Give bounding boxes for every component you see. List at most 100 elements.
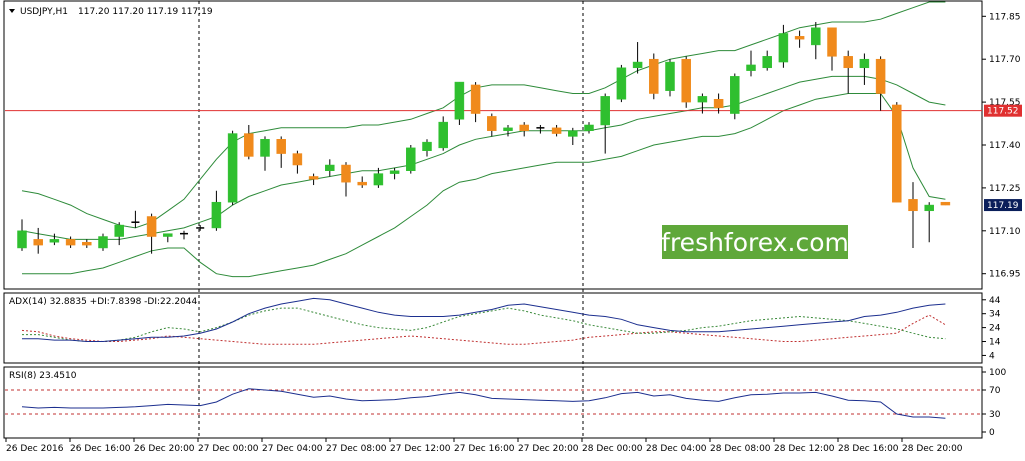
time-tick-label: 28 Dec 16:00 xyxy=(838,444,899,454)
candle-body xyxy=(697,96,708,103)
candle-body xyxy=(568,130,578,137)
adx-line xyxy=(22,297,946,342)
candle-body xyxy=(308,176,319,180)
candle-body xyxy=(325,164,335,171)
price-tick-label: 117.25 xyxy=(989,184,1021,194)
last-price-box xyxy=(984,199,1022,212)
time-tick-label: 27 Dec 12:00 xyxy=(390,444,451,454)
time-tick-label: 27 Dec 04:00 xyxy=(262,444,323,454)
price-tick-label: 117.70 xyxy=(989,55,1021,65)
level-price-label: 117.52 xyxy=(987,107,1019,117)
time-tick-label: 26 Dec 20:00 xyxy=(134,444,195,454)
candle-body xyxy=(794,36,805,40)
adx-tick-label: 34 xyxy=(989,310,1001,320)
time-tick-label: 27 Dec 00:00 xyxy=(198,444,259,454)
candle-body xyxy=(940,201,951,206)
time-tick-label: 28 Dec 12:00 xyxy=(774,444,835,454)
price-tick-label: 117.85 xyxy=(989,12,1021,22)
candle-body xyxy=(244,133,254,157)
last-price-label: 117.19 xyxy=(987,201,1019,211)
adx-tick-label: 24 xyxy=(989,324,1001,334)
symbol-label: USDJPY,H1 xyxy=(20,7,68,17)
rsi-indicator xyxy=(5,388,982,419)
candle-body xyxy=(908,199,918,212)
candle-body xyxy=(892,104,902,203)
rsi-tick-label: 70 xyxy=(989,386,1001,396)
adx-tick-label: 4 xyxy=(989,351,995,361)
rsi-tick-label: 30 xyxy=(989,410,1001,420)
candle-body xyxy=(924,204,934,212)
watermark-text: freshforex.com xyxy=(661,228,849,257)
candle-body xyxy=(406,147,416,171)
adx-indicator xyxy=(21,297,946,345)
candle-body xyxy=(713,98,724,109)
adx-label: ADX(14) 32.8835 +DI:7.8398 -DI:22.2044 xyxy=(9,297,198,307)
candle-body xyxy=(17,230,27,249)
time-tick-label: 28 Dec 20:00 xyxy=(902,444,963,454)
candle-body xyxy=(49,239,60,243)
time-tick-label: 26 Dec 2016 xyxy=(6,444,64,454)
rsi-panel[interactable] xyxy=(3,366,983,439)
candle-body xyxy=(98,236,108,249)
candle-body xyxy=(487,116,497,131)
level-price-box xyxy=(984,104,1022,117)
price-axis: 117.85 117.70 117.55 117.40 117.25 117.10 116.… xyxy=(982,12,1022,280)
dropdown-triangle-icon[interactable] xyxy=(9,9,15,13)
candle-body xyxy=(276,139,286,154)
rsi-line xyxy=(21,388,946,419)
candle-body xyxy=(600,96,610,126)
candle-body xyxy=(114,224,124,237)
band-lower xyxy=(22,93,946,278)
candle-body xyxy=(389,170,400,174)
rsi-tick-label: 100 xyxy=(989,368,1006,378)
adx-axis: 44 34 24 14 4 xyxy=(982,296,1001,361)
time-tick-label: 27 Dec 16:00 xyxy=(454,444,515,454)
adx-tick-label: 14 xyxy=(989,338,1001,348)
candle-body xyxy=(373,173,384,186)
time-tick-label: 27 Dec 20:00 xyxy=(518,444,579,454)
time-tick-label: 28 Dec 00:00 xyxy=(582,444,643,454)
candle-body xyxy=(746,64,756,71)
candle-body xyxy=(211,201,222,229)
candle-body xyxy=(422,141,432,151)
band-middle xyxy=(21,75,946,240)
band-upper xyxy=(21,1,946,229)
candle-body xyxy=(778,33,789,63)
price-tick-label: 117.10 xyxy=(989,227,1021,237)
adx-panel[interactable] xyxy=(3,292,983,364)
candle-body xyxy=(859,58,870,69)
time-axis: 26 Dec 2016 26 Dec 16:00 26 Dec 20:00 27 De… xyxy=(5,438,963,454)
candle-body xyxy=(292,153,303,166)
candle-body xyxy=(33,239,43,246)
rsi-label: RSI(8) 23.4510 xyxy=(9,371,77,381)
candle-body xyxy=(146,216,157,237)
candle-body xyxy=(843,56,853,69)
rsi-axis: 100 70 30 0 xyxy=(982,368,1006,438)
candle-body xyxy=(616,67,627,100)
time-tick-label: 26 Dec 16:00 xyxy=(70,444,131,454)
candle-body xyxy=(681,58,691,103)
candle-body xyxy=(163,233,173,237)
price-tick-label: 117.55 xyxy=(989,98,1021,108)
minus-di-line xyxy=(21,314,946,345)
price-tick-label: 117.40 xyxy=(989,141,1021,151)
price-tick-label: 116.95 xyxy=(989,270,1021,280)
time-tick-label: 28 Dec 08:00 xyxy=(710,444,771,454)
candle-body xyxy=(65,239,76,246)
candle-body xyxy=(827,27,837,57)
candle-body xyxy=(762,56,772,69)
candle-body xyxy=(454,81,465,120)
candle-body xyxy=(503,127,513,131)
candle-body xyxy=(82,241,92,246)
candle-body xyxy=(470,84,481,114)
plus-di-line xyxy=(22,307,946,342)
time-tick-label: 28 Dec 04:00 xyxy=(646,444,707,454)
candle-body xyxy=(260,139,270,157)
candle-body xyxy=(341,164,351,183)
candles xyxy=(17,22,951,254)
candle-body xyxy=(227,133,238,203)
adx-tick-label: 44 xyxy=(989,296,1001,306)
candle-body xyxy=(551,127,562,134)
